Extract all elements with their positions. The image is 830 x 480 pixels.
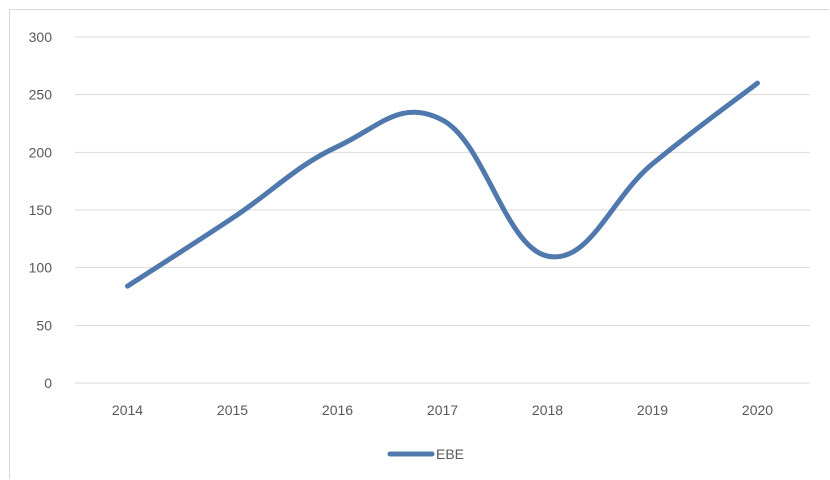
x-tick-label: 2020 [742,402,773,418]
x-tick-label: 2019 [637,402,668,418]
y-tick-label: 100 [29,260,53,276]
y-tick-label: 300 [29,29,53,45]
x-tick-label: 2018 [532,402,563,418]
y-tick-label: 50 [36,317,52,333]
y-tick-label: 250 [29,87,53,103]
x-tick-label: 2016 [322,402,353,418]
x-tick-label: 2017 [427,402,458,418]
x-tick-label: 2015 [217,402,248,418]
grid-lines [75,36,810,384]
legend: EBE [387,446,464,462]
y-tick-label: 150 [29,202,53,218]
x-tick-label: 2014 [112,402,143,418]
series-layer [125,80,760,289]
x-axis-tick-labels: 2014 2015 2016 2017 2018 2019 2020 [112,402,773,418]
series-line-ebe [125,80,760,289]
y-axis-tick-labels: 0 50 100 150 200 250 300 [29,29,53,391]
y-tick-label: 200 [29,144,53,160]
legend-label: EBE [436,446,464,462]
y-tick-label: 0 [44,375,52,391]
chart-frame [9,9,829,479]
